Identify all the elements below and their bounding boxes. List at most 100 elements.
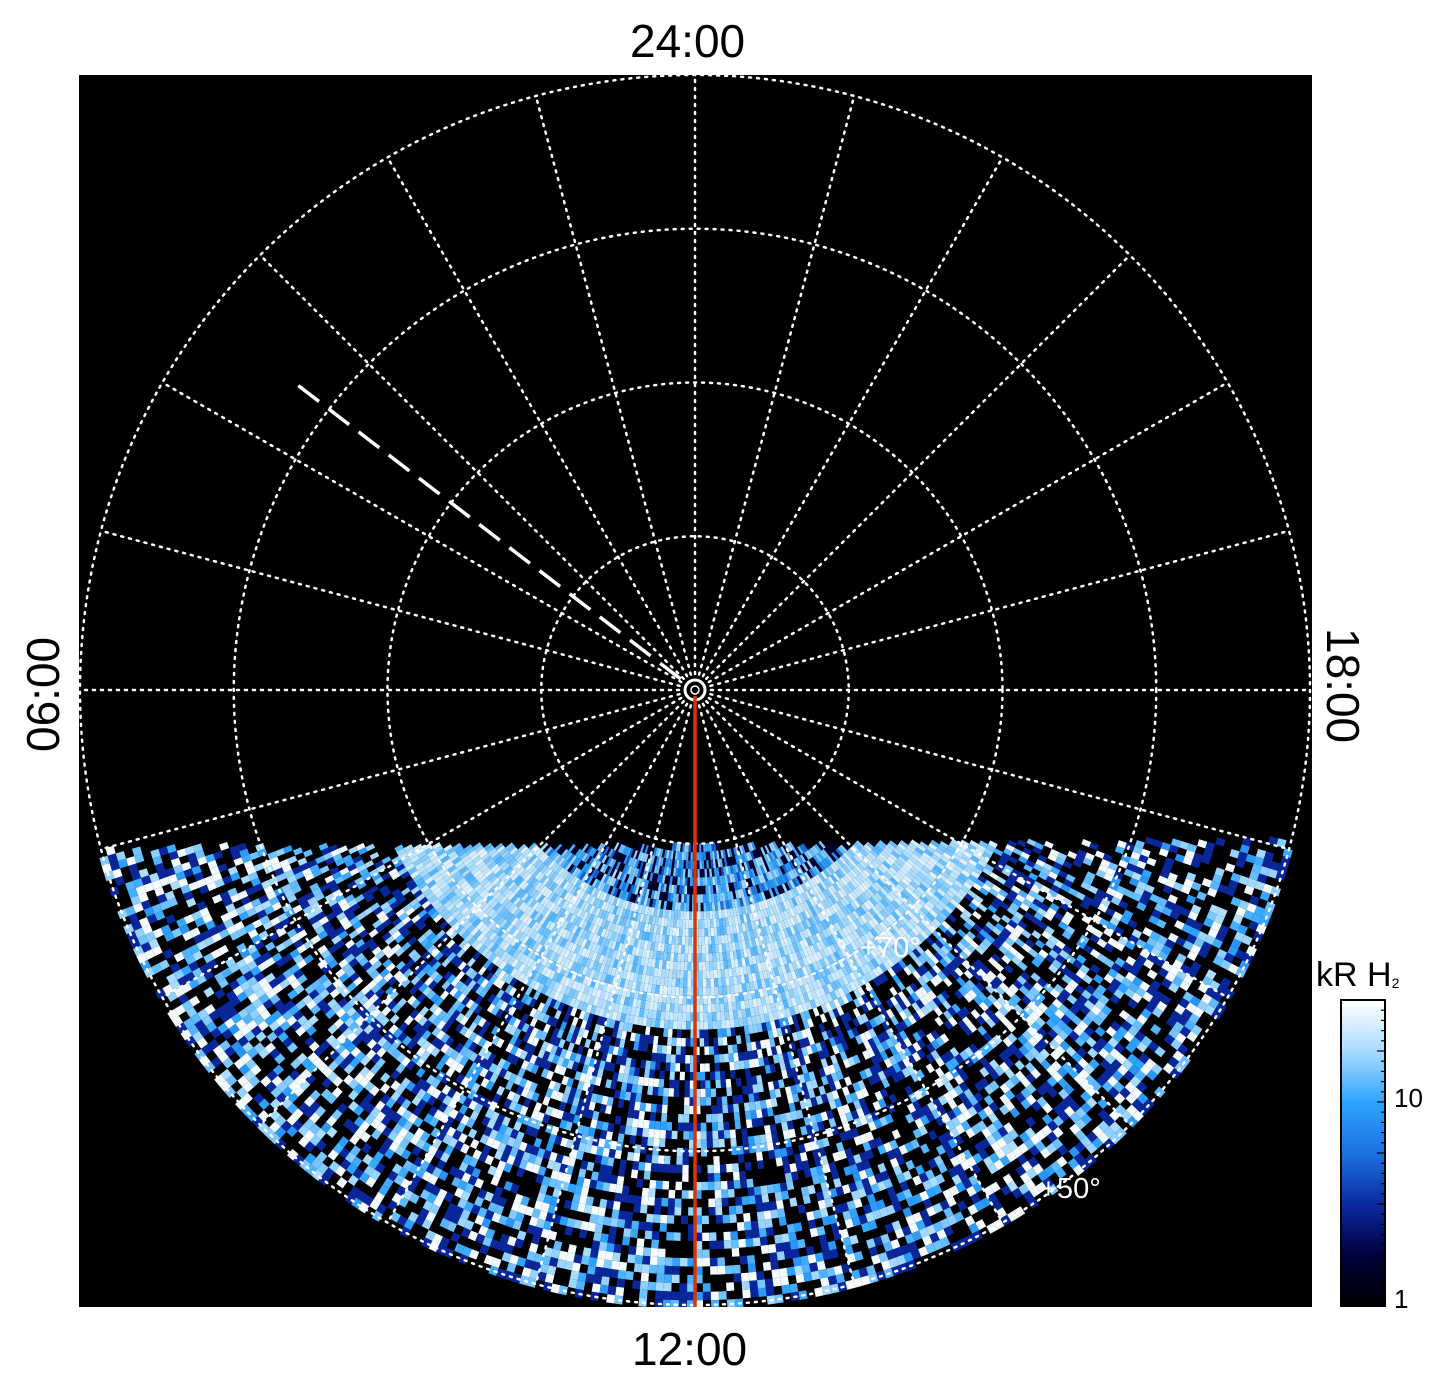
emission-cell	[723, 1053, 730, 1063]
emission-cell	[714, 1181, 722, 1191]
emission-cell	[514, 960, 523, 971]
emission-cell	[423, 1152, 434, 1164]
emission-cell	[620, 1244, 630, 1255]
emission-cell	[626, 1151, 635, 1161]
emission-cell	[549, 913, 558, 922]
emission-cell	[704, 1063, 710, 1072]
emission-cell	[414, 979, 425, 990]
emission-cell	[568, 923, 576, 933]
emission-cell	[389, 852, 399, 861]
emission-cell	[460, 1066, 470, 1077]
emission-cell	[729, 1061, 735, 1071]
emission-cell	[335, 968, 346, 979]
emission-cell	[188, 881, 199, 892]
emission-cell	[712, 1139, 719, 1148]
emission-cell	[392, 904, 403, 914]
emission-cell	[222, 1000, 234, 1012]
emission-cell	[282, 903, 293, 913]
emission-cell	[559, 956, 567, 967]
emission-cell	[170, 904, 181, 915]
emission-cell	[452, 897, 462, 906]
emission-cell	[688, 945, 692, 954]
emission-cell	[278, 963, 290, 974]
emission-cell	[251, 1115, 264, 1128]
emission-cell	[667, 1215, 675, 1224]
emission-cell	[534, 1019, 543, 1030]
emission-cell	[400, 1088, 411, 1099]
emission-cell	[574, 868, 582, 878]
emission-cell	[455, 1012, 465, 1023]
emission-cell	[723, 1121, 730, 1131]
emission-cell	[590, 848, 597, 858]
emission-cell	[277, 1069, 289, 1082]
emission-cell	[211, 999, 223, 1011]
emission-cell	[574, 848, 582, 857]
emission-cell	[349, 885, 360, 894]
emission-cell	[505, 975, 514, 985]
emission-cell	[316, 878, 327, 888]
emission-cell	[657, 1163, 664, 1173]
emission-cell	[512, 998, 521, 1009]
emission-cell	[197, 923, 209, 934]
emission-cell	[405, 878, 415, 888]
emission-cell	[674, 1207, 682, 1216]
emission-cell	[400, 1149, 412, 1160]
emission-cell	[125, 880, 136, 891]
emission-cell	[479, 923, 488, 933]
emission-cell	[380, 1104, 391, 1116]
emission-cell	[463, 1038, 474, 1049]
emission-cell	[379, 1155, 391, 1167]
emission-cell	[535, 860, 544, 870]
emission-cell	[555, 964, 564, 974]
emission-cell	[483, 842, 493, 851]
emission-cell	[474, 995, 484, 1005]
emission-cell	[724, 1256, 733, 1266]
emission-cell	[338, 1147, 350, 1159]
emission-cell	[742, 1136, 749, 1146]
emission-cell	[274, 907, 285, 917]
emission-cell	[353, 907, 364, 917]
emission-cell	[473, 1103, 484, 1114]
emission-cell	[687, 869, 691, 878]
emission-cell	[377, 978, 388, 988]
emission-cell	[675, 986, 680, 996]
emission-cell	[495, 1008, 504, 1019]
emission-cell	[395, 947, 405, 957]
emission-cell	[436, 1159, 447, 1171]
emission-cell	[385, 909, 396, 919]
emission-cell	[412, 858, 422, 867]
emission-cell	[699, 1038, 705, 1047]
emission-cell	[424, 976, 434, 987]
emission-cell	[745, 1119, 753, 1129]
emission-cell	[240, 896, 251, 906]
emission-cell	[497, 970, 507, 980]
emission-cell	[479, 889, 488, 898]
emission-cell	[585, 855, 593, 865]
emission-cell	[151, 945, 163, 957]
emission-cell	[246, 976, 258, 987]
emission-cell	[436, 848, 446, 857]
emission-cell	[718, 986, 723, 995]
emission-cell	[433, 1148, 445, 1160]
emission-cell	[614, 851, 620, 861]
emission-cell	[203, 1032, 215, 1044]
emission-cell	[738, 1247, 747, 1257]
emission-cell	[391, 1003, 402, 1014]
emission-cell	[728, 1112, 735, 1122]
emission-cell	[628, 1186, 637, 1196]
emission-cell	[640, 1094, 648, 1103]
emission-cell	[678, 927, 683, 937]
emission-cell	[545, 868, 553, 878]
emission-cell	[734, 1196, 743, 1206]
emission-cell	[667, 1028, 673, 1038]
emission-cell	[521, 903, 530, 913]
emission-cell	[450, 1070, 460, 1081]
emission-cell	[433, 914, 443, 923]
emission-cell	[569, 875, 577, 885]
emission-cell	[681, 894, 685, 903]
emission-cell	[275, 942, 287, 953]
emission-cell	[355, 938, 365, 949]
emission-cell	[280, 1109, 293, 1121]
emission-cell	[394, 1204, 405, 1216]
emission-cell	[552, 884, 560, 894]
